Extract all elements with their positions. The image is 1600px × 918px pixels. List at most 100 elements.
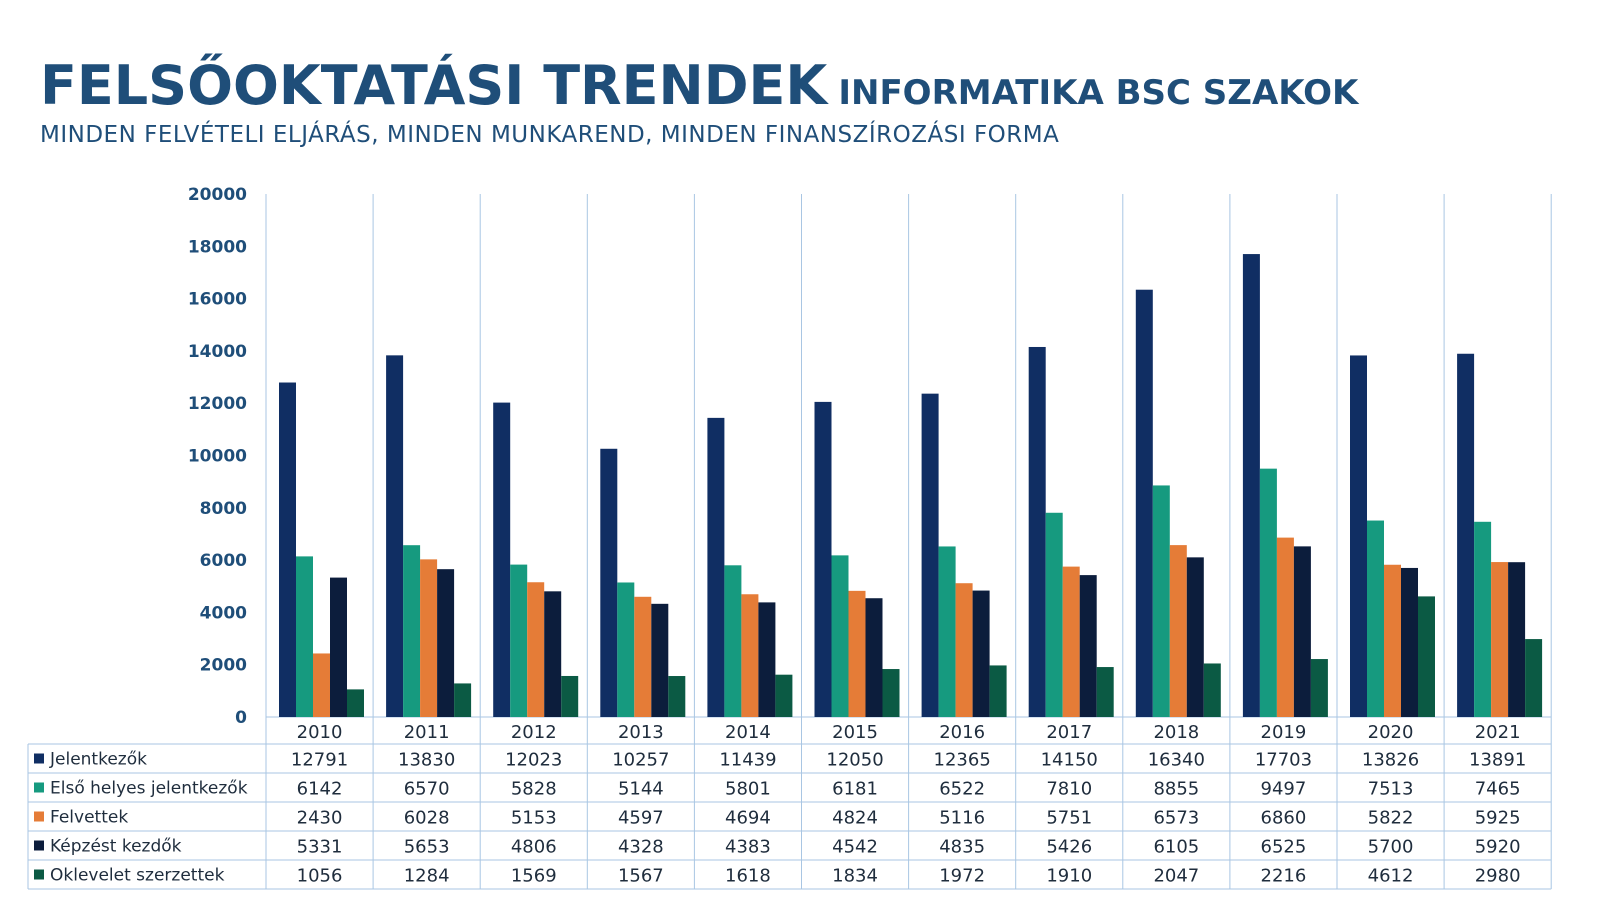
table-value: 2430 [297,808,343,829]
bar [938,546,956,717]
bar [758,602,776,717]
bar [561,675,579,717]
legend-swatch [34,869,44,880]
bar [313,653,330,717]
bar [600,448,618,717]
bar [707,417,725,717]
table-value: 9497 [1261,779,1307,800]
bar [1525,639,1543,717]
x-tick-label: 2012 [511,722,557,743]
bar [814,401,832,717]
table-value: 12791 [291,750,348,771]
table-value: 5116 [939,808,985,829]
bar [634,596,652,717]
bar [1079,575,1097,717]
x-tick-label: 2017 [1046,722,1092,743]
table-value: 5822 [1368,808,1414,829]
table-value: 5426 [1046,837,1092,858]
table-value: 1284 [404,866,450,887]
y-tick-label: 4000 [200,603,247,623]
x-tick-label: 2020 [1368,722,1414,743]
x-tick-label: 2021 [1475,722,1521,743]
bar [296,556,313,717]
table-value: 5331 [297,837,343,858]
table-value: 6181 [832,779,878,800]
bar [724,565,742,717]
x-tick-label: 2018 [1153,722,1199,743]
bar [1293,546,1311,717]
bar [420,559,438,717]
bar [741,594,759,717]
bar [972,590,990,717]
x-tick-label: 2010 [297,722,343,743]
table-value: 1834 [832,866,878,887]
table-value: 1972 [939,866,985,887]
y-tick-label: 2000 [200,656,247,676]
table-value: 1618 [725,866,771,887]
bar [1028,346,1046,717]
table-value: 1910 [1046,866,1092,887]
bar [1096,667,1114,717]
table-value: 5153 [511,808,557,829]
y-tick-label: 8000 [200,499,247,519]
bar [403,545,421,717]
table-value: 13830 [398,750,455,771]
legend-label: Első helyes jelentkezők [50,779,248,799]
bar [1062,566,1080,717]
bar [330,577,347,717]
x-tick-label: 2019 [1261,722,1307,743]
table-value: 4383 [725,837,771,858]
table-value: 4542 [832,837,878,858]
y-tick-label: 20000 [188,185,247,205]
table-value: 13826 [1362,750,1419,771]
bar [544,591,562,717]
table-value: 1056 [297,866,343,887]
bar [279,382,296,717]
bar [775,674,793,717]
x-tick-label: 2016 [939,722,985,743]
table-value: 2216 [1261,866,1307,887]
chart-subtitle: MINDEN FELVÉTELI ELJÁRÁS, MINDEN MUNKARE… [40,122,1060,148]
bar [1457,353,1475,717]
table-value: 7465 [1475,779,1521,800]
y-tick-label: 16000 [188,290,247,310]
table-value: 6570 [404,779,450,800]
table-value: 16340 [1148,750,1205,771]
table-value: 1569 [511,866,557,887]
table-value: 12365 [934,750,991,771]
bar [1276,537,1294,717]
bar [668,676,686,717]
legend-label: Jelentkezők [49,750,147,770]
bar [510,564,528,717]
table-value: 5828 [511,779,557,800]
bar [1186,557,1204,717]
bar [454,683,472,717]
table-value: 4806 [511,837,557,858]
table-value: 6142 [297,779,343,800]
title-suffix: INFORMATIKA BSC SZAKOK [838,73,1359,113]
bar [437,569,455,717]
bar [1135,289,1153,717]
bar [347,689,364,717]
table-value: 4328 [618,837,664,858]
legend-swatch [34,753,44,764]
bar [848,590,866,717]
table-value: 10257 [612,750,669,771]
table-value: 17703 [1255,750,1312,771]
bar [1474,521,1492,717]
bar [1242,254,1260,718]
bar [1310,659,1328,717]
table-value: 5925 [1475,808,1521,829]
bar [651,603,669,717]
legend-swatch [34,782,44,793]
table-value: 6573 [1153,808,1199,829]
x-tick-label: 2014 [725,722,771,743]
bar [1152,485,1170,717]
bar [1169,545,1187,717]
table-value: 14150 [1041,750,1098,771]
bar [386,355,404,717]
bar [493,402,511,717]
title-main: FELSŐOKTATÁSI TRENDEK [40,54,828,117]
bar [1045,512,1063,717]
